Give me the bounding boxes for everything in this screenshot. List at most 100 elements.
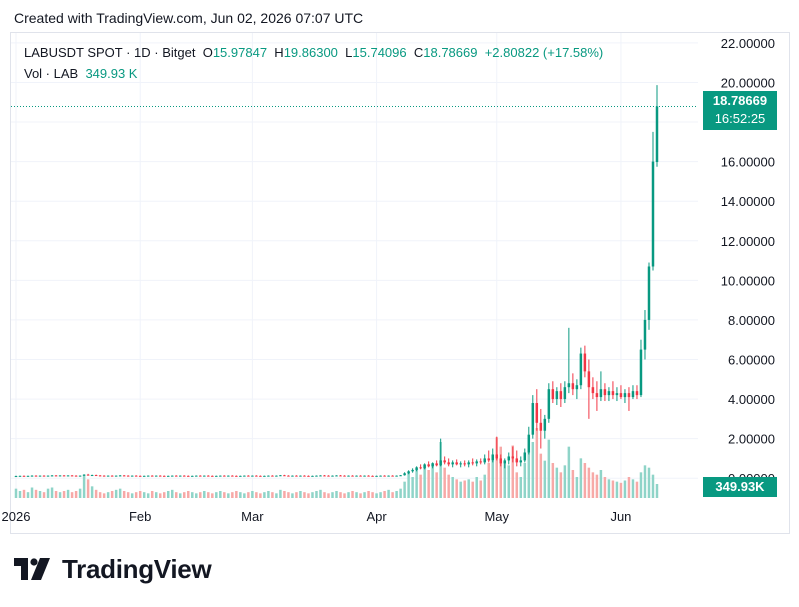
volume-bar [211,493,214,498]
candle-body [515,458,519,463]
volume-bar [503,463,507,498]
candle-body [118,475,122,477]
volume-bar [166,491,170,498]
candle-body [126,475,130,477]
volume-bar [495,437,498,498]
volume-bar [611,480,615,498]
brand-logo[interactable]: TradingView [14,554,212,585]
candle-body [475,461,478,464]
volume-bar [146,493,150,498]
volume-bar [543,460,547,498]
candle-body [527,434,531,453]
candle-body [70,475,74,477]
volume-bar [183,492,186,498]
volume-bar [303,492,306,498]
candle-body [94,475,98,477]
volume-bar [110,491,114,498]
volume-bar [171,489,174,498]
volume-bar [395,491,398,498]
price-tick-label: 4.00000 [728,392,775,407]
volume-bar [491,460,494,498]
candle-body [427,464,430,467]
candle-body [571,383,575,390]
candle-body [22,475,26,477]
time-tick-label: Jun [610,509,631,524]
volume-bar [347,492,350,498]
candle-body [591,387,595,394]
volume-bar [615,481,619,498]
volume-bar [215,492,218,498]
candle-body [451,462,454,465]
volume-bar [134,492,138,498]
volume-bar [18,491,22,498]
candle-body [551,389,555,400]
candle-body [82,474,86,476]
candle-body [323,475,326,477]
volume-bar [118,488,122,498]
volume-bar [191,492,194,498]
candle-body [399,475,402,477]
price-tick-label: 10.00000 [721,273,775,288]
volume-bar [351,491,354,498]
volume-bar [295,492,298,498]
chart-frame[interactable] [10,32,790,534]
open-value: 15.97847 [212,45,268,60]
candle-body [411,469,414,472]
volume-bar [50,487,54,498]
volume-bar [375,493,378,498]
volume-bar [227,493,230,498]
candle-body [443,460,446,463]
volume-bar [627,477,631,498]
candle-body [379,475,382,477]
volume-bar [154,492,158,498]
volume-bar [451,477,454,498]
candle-body [359,475,362,477]
candle-body [319,475,322,477]
candle-body [287,475,290,477]
candle-body [291,475,294,477]
brand-name: TradingView [62,554,212,584]
candle-body [575,385,579,390]
candle-body [351,475,354,477]
candle-body [555,391,559,400]
volume-bar [271,492,274,498]
open-label: O [202,45,213,60]
candle-body [78,475,82,477]
volume-bar [523,463,527,498]
price-axis: 22.0000020.0000018.0000016.0000014.00000… [721,36,775,486]
volume-bar [283,491,286,498]
candle-body [619,393,623,398]
candle-body [114,475,118,477]
volume-bar [647,467,651,498]
volume-bar [535,428,539,498]
candle-body [395,475,398,477]
volume-label[interactable]: Vol · LAB [24,66,79,81]
volume-bar [567,446,571,498]
volume-bar [551,463,555,498]
volume-bar [126,492,130,498]
candle-body [635,391,639,396]
candle-body [283,475,286,477]
candle-body [134,475,138,477]
volume-bar [287,492,290,498]
symbol-label[interactable]: LABUSDT SPOT · 1D · Bitget [24,45,196,60]
price-tick-label: 8.00000 [728,313,775,328]
candle-body [275,475,278,477]
volume-bar [82,474,86,498]
candle-body [175,475,178,477]
volume-bar [539,453,543,498]
candle-body [38,475,42,477]
candles [14,85,659,478]
volume-bar [655,484,659,498]
volume-bar [179,493,182,498]
candle-body [559,391,563,400]
volume-bar [419,474,422,498]
candle-body [403,473,406,476]
candle-body [98,475,102,477]
volume-bar [62,491,66,498]
volume-bar [379,492,382,498]
candle-body [130,475,134,477]
candle-body [199,475,202,477]
time-tick-label: Feb [129,509,151,524]
